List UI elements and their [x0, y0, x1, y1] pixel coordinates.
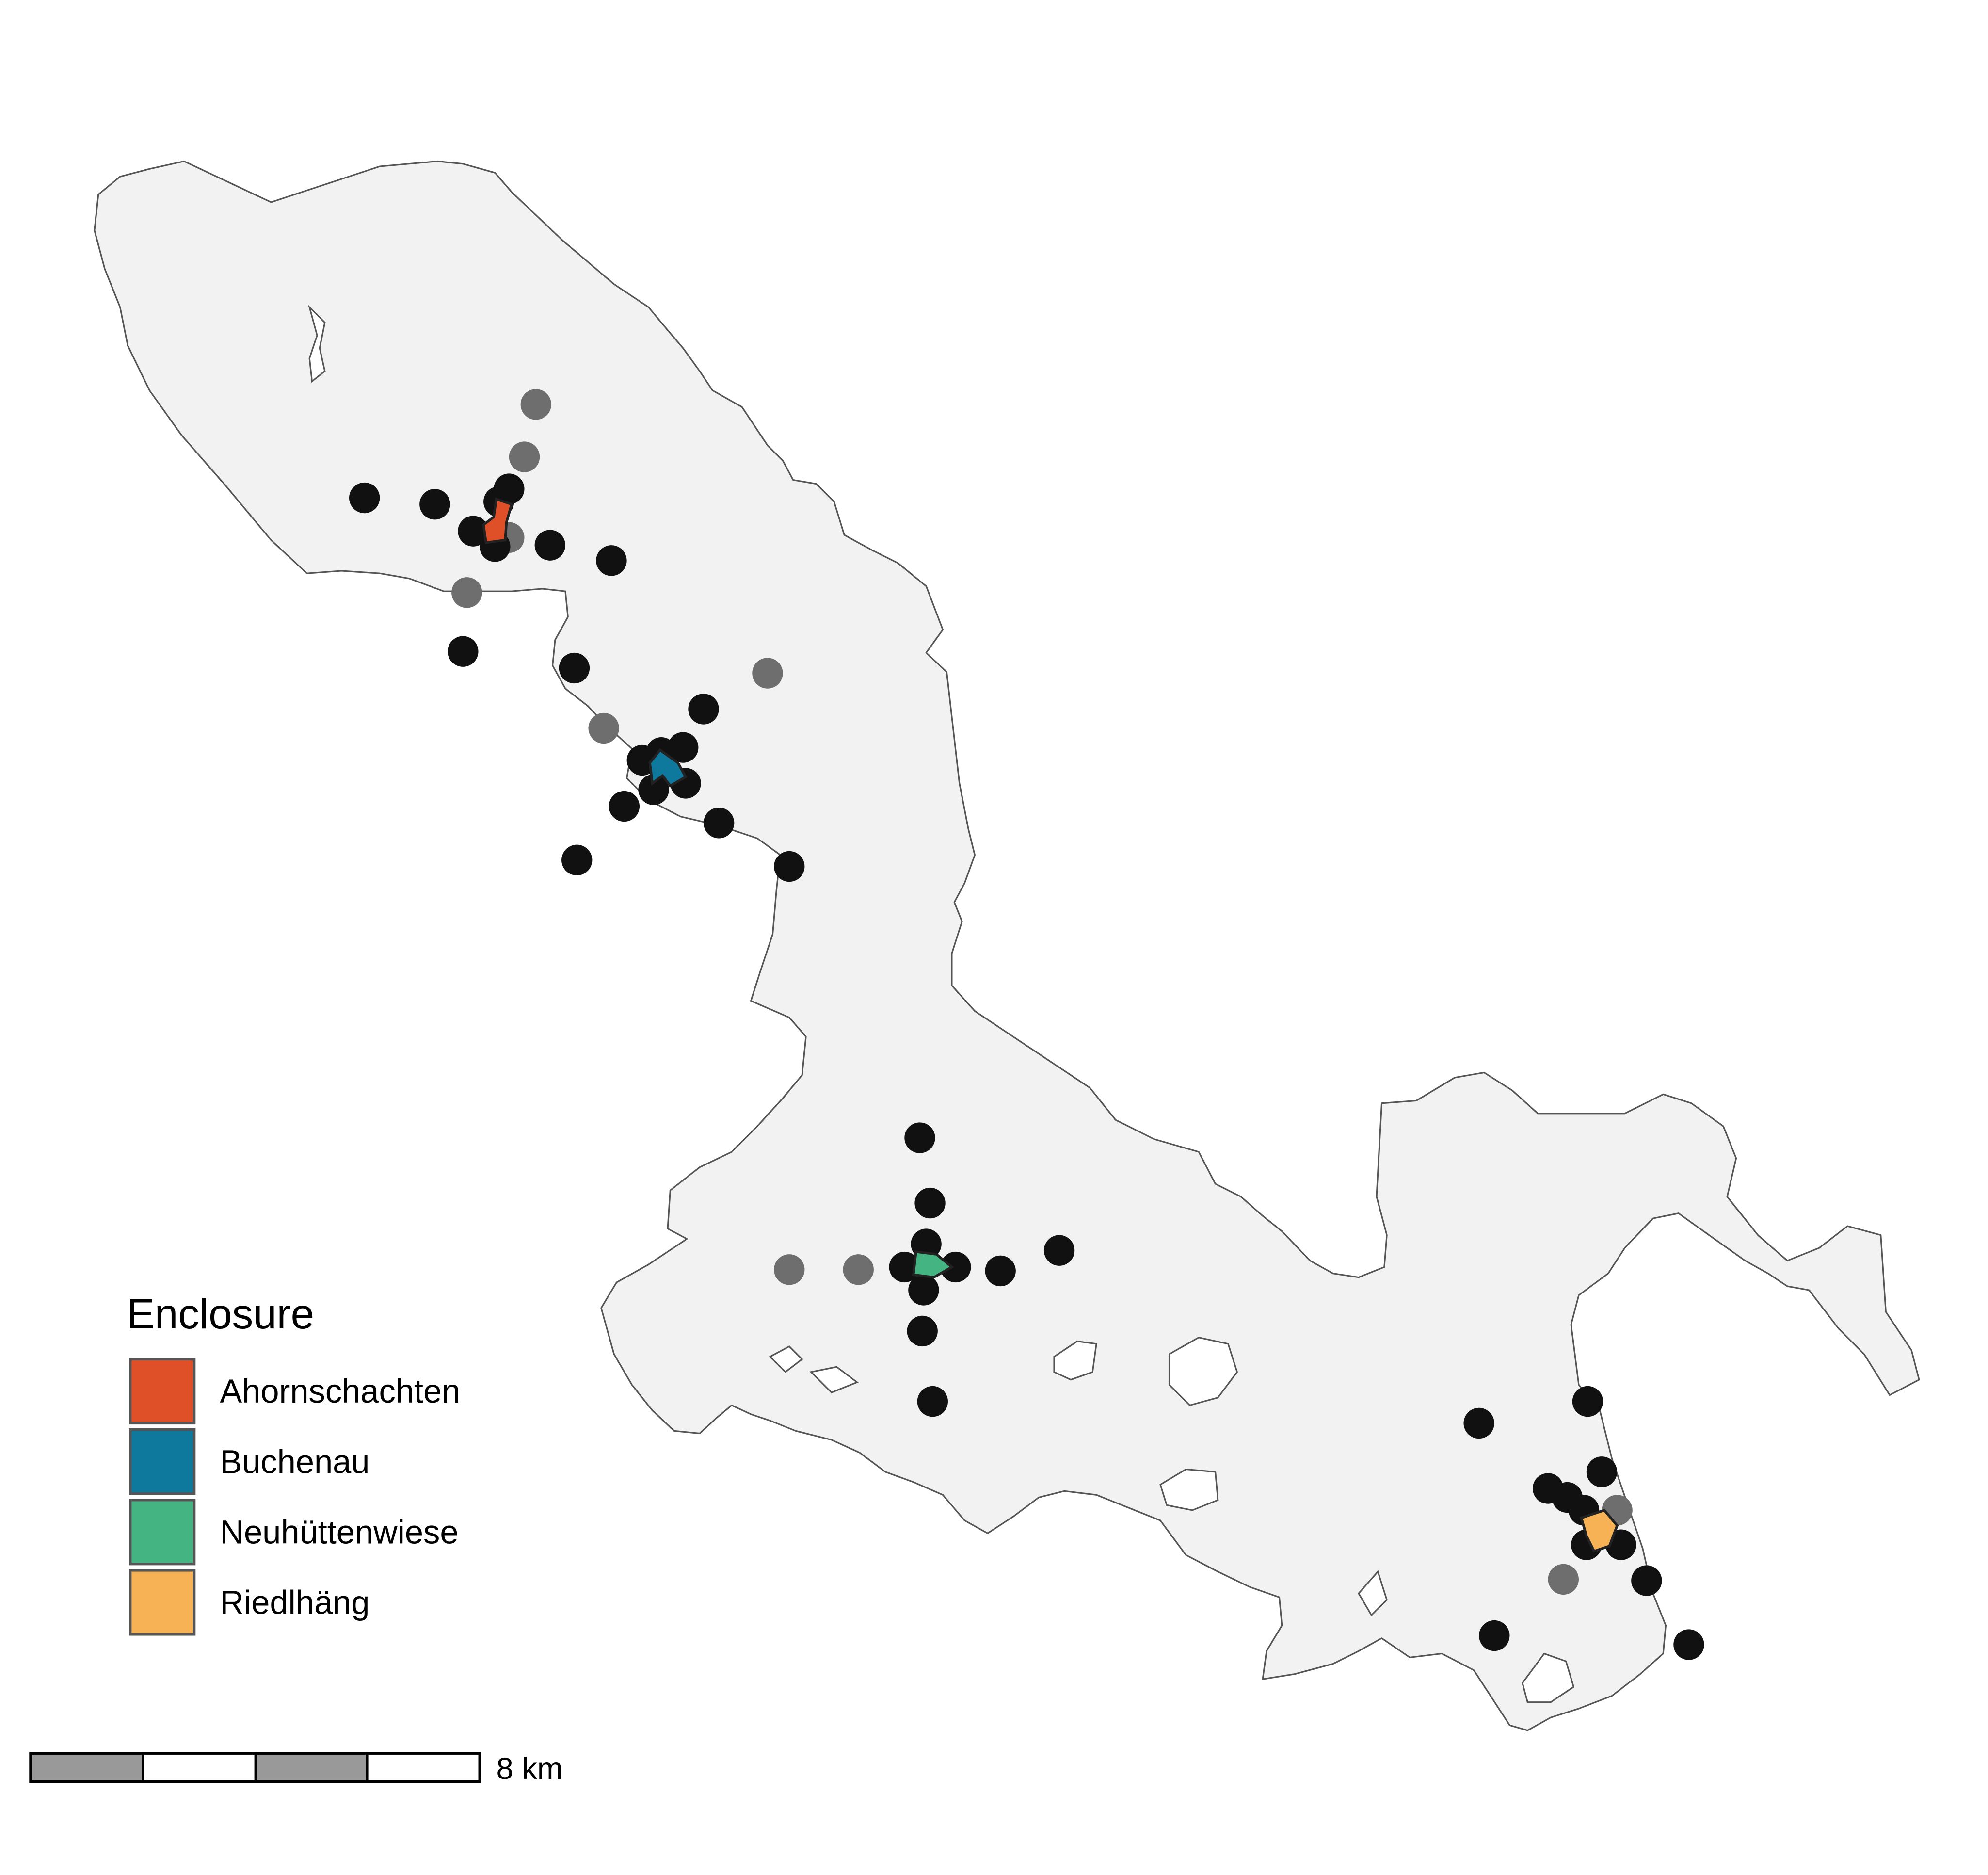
trap-point — [588, 712, 619, 744]
trap-point — [774, 851, 805, 882]
enclosure-ahornschachten — [482, 497, 513, 544]
scale-bar-segment — [366, 1752, 481, 1783]
inholding — [308, 305, 326, 383]
trap-point — [1586, 1456, 1618, 1487]
trap-point — [448, 636, 479, 667]
scale-bar-segment — [142, 1752, 257, 1783]
trap-point — [1548, 1564, 1579, 1595]
legend-label-neuhuettenwiese: Neuhüttenwiese — [220, 1514, 458, 1551]
enclosure-riedlhaeng — [1580, 1508, 1619, 1553]
trap-point — [1631, 1565, 1662, 1596]
inholding — [1522, 1652, 1575, 1703]
legend-swatch-riedlhaeng — [129, 1569, 196, 1636]
trap-point — [596, 545, 627, 576]
trap-point — [559, 652, 590, 684]
trap-point — [561, 844, 593, 876]
trap-point — [843, 1254, 874, 1285]
trap-point — [349, 482, 380, 514]
trap-point — [908, 1275, 939, 1306]
trap-point — [1673, 1629, 1704, 1660]
inholding — [1358, 1570, 1388, 1616]
trap-point — [509, 441, 540, 472]
legend-title: Enclosure — [127, 1291, 314, 1338]
scale-bar-label: 8 km — [496, 1752, 562, 1786]
legend-swatch-neuhuettenwiese — [129, 1499, 196, 1566]
trap-point — [907, 1315, 938, 1347]
trap-point — [458, 516, 489, 547]
scale-bar-segment — [254, 1752, 369, 1783]
trap-point — [904, 1122, 935, 1153]
trap-point — [534, 530, 565, 561]
trap-point — [985, 1255, 1016, 1287]
trap-point — [703, 808, 735, 839]
legend-swatch-ahornschachten — [129, 1358, 196, 1425]
enclosure-buchenau — [648, 748, 688, 788]
trap-point — [774, 1254, 805, 1285]
inholding — [769, 1345, 803, 1374]
inholding — [1159, 1468, 1219, 1511]
legend-label-riedlhaeng: Riedlhäng — [220, 1584, 369, 1621]
legend-label-buchenau: Buchenau — [220, 1443, 369, 1480]
trap-point — [1572, 1386, 1603, 1417]
trap-point — [419, 489, 450, 520]
inholding — [1168, 1336, 1238, 1406]
scale-bar: 8 km — [29, 1752, 563, 1786]
trap-point — [520, 389, 551, 420]
trap-point — [914, 1187, 946, 1219]
trap-point — [1463, 1407, 1494, 1439]
trap-point — [917, 1386, 948, 1417]
legend-label-ahornschachten: Ahornschachten — [220, 1373, 460, 1410]
trap-point — [609, 791, 640, 822]
inholding — [809, 1366, 859, 1393]
trap-points-dark — [349, 473, 1704, 1660]
trap-point — [638, 774, 669, 805]
trap-point — [451, 577, 482, 608]
trap-point — [752, 658, 783, 689]
legend-swatch-buchenau — [129, 1428, 196, 1495]
enclosure-neuhuettenwiese — [912, 1250, 954, 1279]
trap-point — [1479, 1620, 1510, 1651]
scale-bar-segment — [29, 1752, 144, 1783]
trap-points-grey — [451, 389, 1633, 1595]
trap-point — [1043, 1235, 1075, 1266]
park-boundary — [94, 160, 1920, 1731]
trap-point — [940, 1251, 971, 1283]
trap-point — [688, 694, 719, 725]
legend: Enclosure Ahornschachten Buchenau Neuhüt… — [127, 1291, 460, 1636]
inholding — [1053, 1340, 1097, 1381]
